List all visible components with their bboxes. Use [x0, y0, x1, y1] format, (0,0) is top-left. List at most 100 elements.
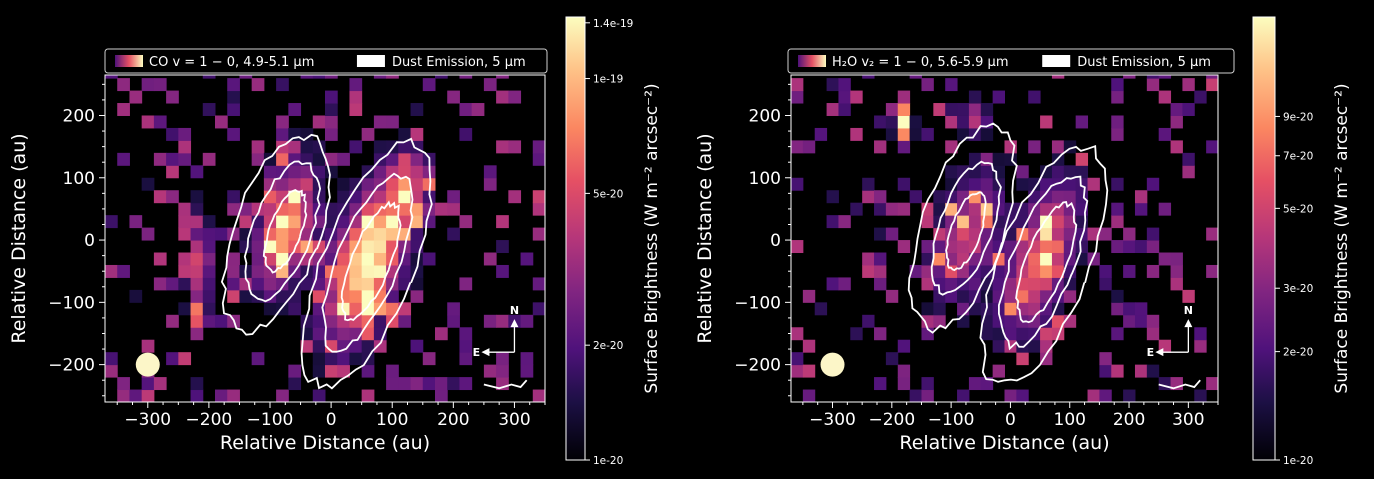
heatmap-pixel — [117, 152, 130, 166]
heatmap-pixel — [190, 277, 204, 291]
heatmap-pixel — [1063, 264, 1077, 278]
heatmap-pixel — [398, 215, 412, 229]
heatmap-pixel — [933, 314, 946, 328]
heatmap-pixel — [1170, 277, 1183, 291]
heatmap-pixel — [885, 202, 899, 216]
heatmap-pixel — [1206, 140, 1218, 154]
heatmap-pixel — [957, 115, 970, 129]
heatmap-pixel — [349, 78, 363, 92]
heatmap-pixel — [874, 202, 887, 216]
heatmap-pixel — [459, 215, 473, 229]
heatmap-pixel — [276, 177, 289, 191]
heatmap-pixel — [141, 389, 155, 402]
dust-contour — [907, 122, 1018, 334]
heatmap-pixel — [105, 264, 118, 278]
heatmap-pixel — [410, 127, 424, 141]
heatmap-pixel — [1063, 190, 1077, 204]
beam-marker — [820, 352, 845, 377]
colorbar-tick-label: 1e-19 — [593, 74, 623, 86]
heatmap-pixel — [1028, 289, 1041, 303]
heatmap-pixel — [398, 152, 412, 166]
heatmap-pixel — [325, 75, 338, 79]
heatmap-pixel — [483, 177, 497, 191]
heatmap-pixel — [1004, 240, 1017, 254]
heatmap-pixel — [129, 289, 143, 303]
heatmap-pixel — [202, 302, 216, 316]
heatmap-pixel — [1016, 240, 1029, 254]
heatmap-pixel — [791, 240, 804, 254]
heatmap-pixel — [398, 165, 412, 179]
heatmap-pixel — [1075, 165, 1089, 179]
heatmap-pixel — [1206, 227, 1218, 241]
heatmap-pixel — [398, 127, 412, 141]
heatmap-pixel — [190, 289, 204, 303]
heatmap-pixel — [190, 327, 204, 341]
heatmap-pixel — [933, 103, 946, 116]
heatmap-pixel — [957, 240, 970, 254]
heatmap-pixel — [992, 90, 1005, 104]
heatmap-pixel — [1146, 78, 1160, 92]
heatmap-pixel — [300, 215, 314, 229]
heatmap-pixel — [874, 227, 887, 241]
heatmap-pixel — [300, 202, 314, 216]
heatmap-pixel — [1111, 289, 1124, 303]
heatmap-pixel — [862, 264, 875, 278]
heatmap-pixel — [1146, 364, 1160, 378]
heatmap-pixel — [337, 240, 350, 254]
heatmap-pixel — [141, 115, 155, 129]
x-tick-label: −200 — [868, 410, 915, 430]
heatmap-pixel — [791, 140, 804, 154]
colorbar-tick-label: 5e-20 — [593, 188, 623, 200]
heatmap-pixel — [1194, 90, 1207, 104]
heatmap-pixel — [105, 75, 118, 79]
heatmap-pixel — [288, 289, 302, 303]
heatmap-pixel — [373, 215, 387, 229]
heatmap-pixel — [1123, 227, 1136, 241]
heatmap-pixel — [1040, 302, 1053, 316]
heatmap-pixel — [178, 264, 192, 278]
heatmap-pixel — [874, 277, 887, 291]
heatmap-pixel — [850, 327, 863, 341]
heatmap-pixel — [410, 277, 424, 291]
heatmap-pixels — [791, 75, 1218, 402]
heatmap-pixel — [496, 140, 509, 154]
heatmap-pixel — [202, 240, 216, 254]
heatmap-pixel — [349, 277, 363, 291]
heatmap-pixel — [447, 302, 460, 316]
heatmap-pixel — [1134, 202, 1148, 216]
heatmap-pixel — [227, 127, 240, 141]
heatmap-pixel — [447, 377, 460, 391]
heatmap-pixel — [1170, 252, 1183, 266]
heatmap-pixel — [447, 90, 460, 104]
heatmap-pixel — [1099, 277, 1112, 291]
heatmap-pixel — [483, 78, 497, 92]
x-tick-label: −100 — [928, 410, 975, 430]
heatmap-pixel — [921, 389, 934, 402]
heatmap-pixel — [496, 364, 509, 378]
x-axis-label: Relative Distance (au) — [899, 432, 1109, 454]
heatmap-pixel — [373, 75, 387, 79]
heatmap-pixel — [532, 277, 545, 291]
heatmap-pixel — [1158, 75, 1172, 79]
heatmap-pixel — [1134, 240, 1148, 254]
heatmap-pixel — [826, 78, 839, 92]
heatmap-pixel — [968, 240, 982, 254]
heatmap-pixel — [957, 215, 970, 229]
heatmap-pixel — [300, 240, 314, 254]
heatmap-pixel — [957, 165, 970, 179]
x-tick-label: 300 — [498, 410, 530, 430]
heatmap-pixel — [300, 140, 314, 154]
heatmap-pixel — [337, 327, 350, 341]
heatmap-pixel — [1063, 165, 1077, 179]
heatmap-pixel — [251, 352, 265, 366]
heatmap-pixels — [105, 75, 545, 402]
heatmap-pixel — [398, 202, 412, 216]
heatmap-pixel — [885, 103, 899, 116]
heatmap-pixel — [921, 78, 934, 92]
heatmap-pixel — [190, 264, 204, 278]
heatmap-pixel — [325, 327, 338, 341]
heatmap-pixel — [1016, 165, 1029, 179]
heatmap-pixel — [105, 215, 118, 229]
heatmap-pixel — [1158, 252, 1172, 266]
